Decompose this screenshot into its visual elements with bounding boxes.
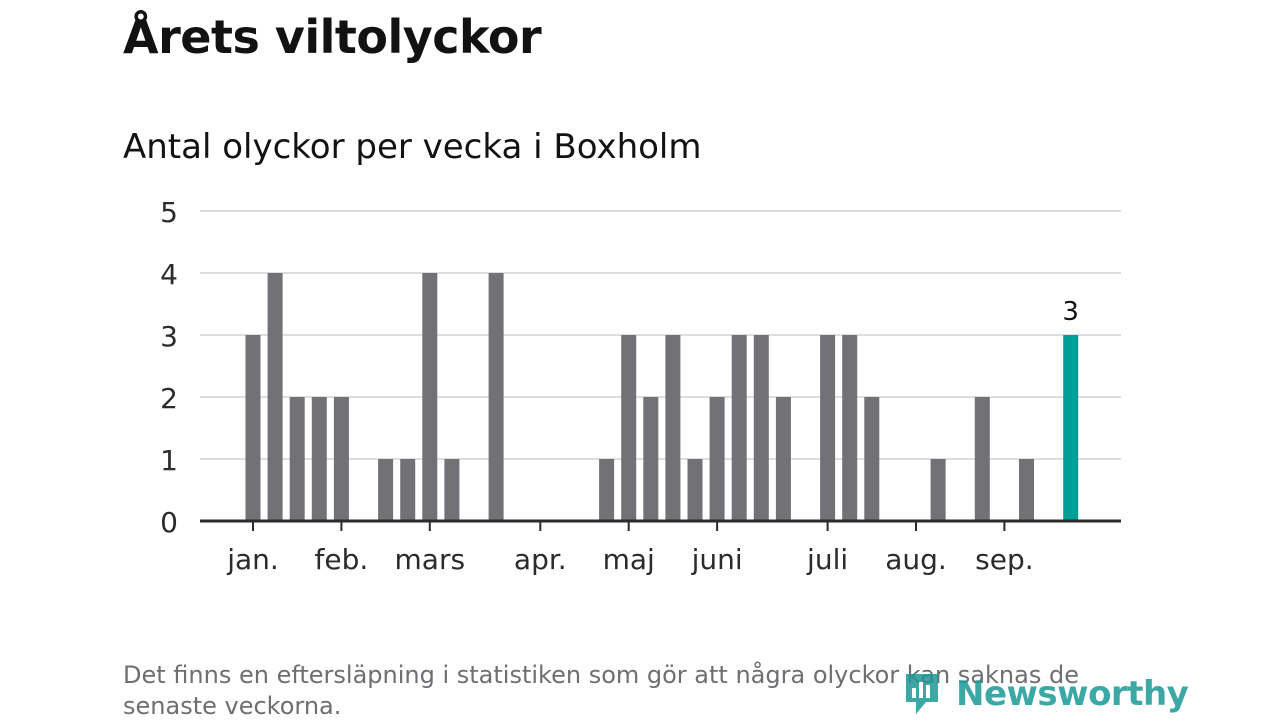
month-label: mars xyxy=(395,543,466,576)
bar xyxy=(731,335,747,521)
bar xyxy=(289,397,305,521)
y-tick-label: 5 xyxy=(160,196,178,229)
bar xyxy=(245,335,261,521)
bar xyxy=(842,335,858,521)
bar xyxy=(930,459,946,521)
gridlines xyxy=(200,210,1121,460)
bar xyxy=(378,459,394,521)
y-tick-label: 1 xyxy=(160,444,178,477)
month-label: aug. xyxy=(885,543,947,576)
weekly-accidents-bar-chart: 0 1 2 3 4 5 jan. feb. mars apr. maj juni juli aug. se… xyxy=(160,196,1121,576)
bar xyxy=(753,335,769,521)
bar xyxy=(400,459,416,521)
month-label: juni xyxy=(691,543,743,576)
y-tick-label: 4 xyxy=(160,258,178,291)
bar xyxy=(621,335,637,521)
chart-subtitle: Antal olyckor per vecka i Boxholm xyxy=(123,127,702,167)
bar xyxy=(444,459,460,521)
y-axis-tick-labels: 0 1 2 3 4 5 xyxy=(160,196,178,539)
newsworthy-logo: Newsworthy xyxy=(902,668,1189,720)
bar xyxy=(1019,459,1034,521)
bar xyxy=(267,273,283,521)
newsworthy-logo-text: Newsworthy xyxy=(956,674,1189,714)
bars xyxy=(245,273,1079,521)
bar xyxy=(687,459,703,521)
x-axis-ticks xyxy=(252,521,1006,531)
newsworthy-logo-icon xyxy=(906,674,938,714)
month-label: juli xyxy=(806,543,848,576)
bar-latest-week xyxy=(1063,335,1079,521)
x-axis-month-labels: jan. feb. mars apr. maj juni juli aug. sep. xyxy=(226,543,1033,576)
y-tick-label: 3 xyxy=(160,320,178,353)
chart-title: Årets viltolyckor xyxy=(123,10,542,64)
bar xyxy=(422,273,438,521)
month-label: maj xyxy=(603,543,655,576)
bar xyxy=(488,273,504,521)
bar xyxy=(709,397,725,521)
month-label: apr. xyxy=(514,543,567,576)
month-label: jan. xyxy=(226,543,279,576)
bar xyxy=(864,397,880,521)
latest-week-value-label: 3 xyxy=(1062,297,1079,327)
bar xyxy=(643,397,659,521)
bar xyxy=(820,335,836,521)
y-tick-label: 2 xyxy=(160,382,178,415)
bar xyxy=(311,397,327,521)
bar xyxy=(974,397,990,521)
month-label: feb. xyxy=(315,543,369,576)
bar xyxy=(665,335,681,521)
bar xyxy=(775,397,791,521)
bar xyxy=(599,459,615,521)
y-tick-label: 0 xyxy=(160,506,178,539)
bar-annotations: 3 xyxy=(1062,297,1079,327)
month-label: sep. xyxy=(975,543,1034,576)
bar xyxy=(333,397,349,521)
